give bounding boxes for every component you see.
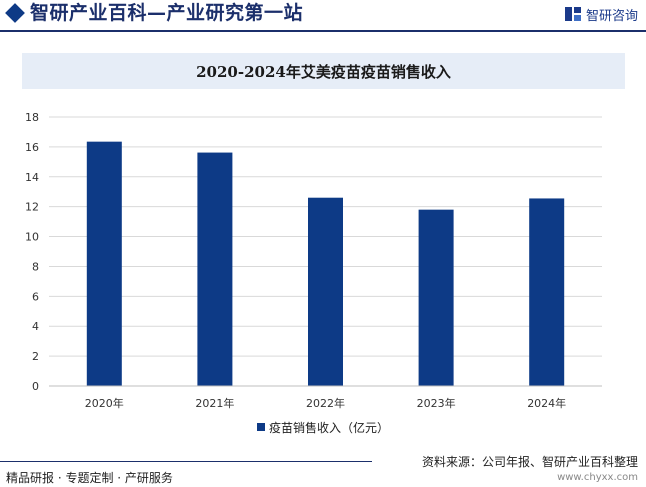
footer-divider (0, 461, 372, 462)
chart-title-box: 2020-2024年艾美疫苗疫苗销售收入 (22, 53, 625, 89)
footer-url[interactable]: www.chyxx.com (557, 472, 638, 483)
bar (529, 198, 565, 386)
x-tick-label: 2024年 (527, 396, 566, 410)
y-tick-label: 12 (25, 201, 39, 214)
logo[interactable]: 智研咨询 (564, 4, 638, 24)
zhiyan-logo-icon (564, 7, 581, 21)
y-tick-label: 6 (32, 290, 39, 303)
legend-label: 疫苗销售收入（亿元） (268, 420, 389, 435)
bar (418, 209, 454, 386)
header-divider (0, 30, 646, 32)
chart-title: 2020-2024年艾美疫苗疫苗销售收入 (196, 62, 451, 81)
logo-text: 智研咨询 (585, 8, 638, 24)
y-tick-label: 10 (25, 231, 39, 244)
x-tick-label: 2021年 (195, 396, 234, 410)
y-tick-label: 8 (32, 260, 39, 273)
x-tick-label: 2023年 (417, 396, 456, 410)
brand-diamond-icon (5, 3, 25, 23)
x-tick-label: 2022年 (306, 396, 345, 410)
x-tick-label: 2020年 (85, 396, 124, 410)
y-tick-label: 0 (32, 380, 39, 393)
y-tick-label: 14 (25, 171, 39, 184)
bar (197, 152, 233, 386)
footer-services: 精品研报 · 专题定制 · 产研服务 (6, 471, 173, 485)
y-tick-label: 16 (25, 141, 39, 154)
y-tick-label: 18 (25, 111, 39, 124)
bar (308, 197, 343, 386)
bar-chart: 0 2 4 6 8 10 12 14 16 18 2020年 2021年 2022年 2023年 2024年 (25, 111, 602, 410)
brand-title: 智研产业百科—产业研究第一站 (30, 2, 304, 24)
legend-swatch (256, 423, 265, 431)
chart-legend: 疫苗销售收入（亿元） (0, 419, 646, 435)
bar (86, 141, 122, 386)
header: 智研产业百科—产业研究第一站 智研咨询 (0, 0, 646, 32)
footer-source: 资料来源：公司年报、智研产业百科整理 (421, 455, 638, 469)
y-tick-label: 2 (32, 350, 39, 363)
y-tick-label: 4 (32, 320, 39, 333)
